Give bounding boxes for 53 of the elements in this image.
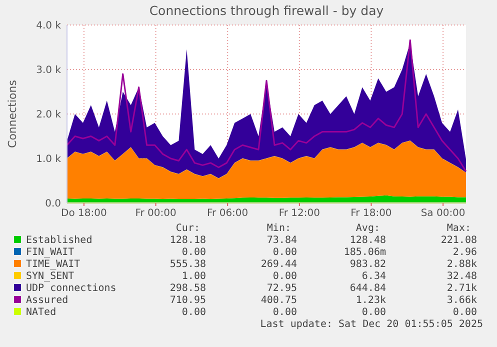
text: 0.00	[272, 271, 297, 282]
text: 1.23k	[356, 295, 386, 306]
text: 983.82	[350, 259, 386, 270]
text: 1.00	[182, 271, 206, 282]
text: Cur:	[176, 223, 200, 234]
y-tick-label: 0.0	[45, 198, 61, 210]
text: 644.84	[350, 283, 386, 294]
text: 185.06m	[344, 247, 386, 258]
text: 0.00	[272, 307, 297, 318]
legend-label: NATed	[26, 307, 56, 318]
x-tick-label: Do 18:00	[61, 208, 107, 219]
text: 0.00	[182, 247, 206, 258]
text: 269.44	[260, 259, 297, 270]
y-tick-label: 2.0 k	[36, 110, 62, 120]
text: 0.00	[362, 307, 386, 318]
text: Min:	[266, 223, 291, 234]
text: Last update: Sat Dec 20 01:55:05 2025	[260, 319, 483, 330]
text: Max:	[446, 223, 471, 234]
x-tick-label: Fr 18:00	[350, 208, 392, 219]
text: 72.95	[266, 283, 297, 294]
text: 298.58	[170, 283, 206, 294]
text: 2.88k	[446, 259, 477, 270]
y-tick-label: 3.0 k	[36, 65, 62, 76]
legend-label: FIN_WAIT	[26, 247, 74, 258]
text: 128.48	[350, 235, 386, 246]
y-tick-label: 1.0 k	[36, 154, 62, 165]
text: 0.00	[452, 307, 477, 318]
legend-label: Established	[26, 235, 92, 246]
text: 2.96	[452, 247, 477, 258]
text: 3.66k	[446, 295, 477, 306]
x-tick-label: Sa 00:00	[420, 208, 466, 219]
text: 400.75	[260, 295, 297, 306]
text: 0.00	[182, 307, 206, 318]
text: 2.71k	[446, 283, 477, 294]
y-tick-label: 4.0 k	[36, 20, 62, 32]
y-axis-title: Connections	[6, 80, 19, 148]
legend-label: TIME_WAIT	[26, 259, 80, 270]
chart-title: Connections through firewall - by day	[149, 3, 384, 18]
legend-label: SYN_SENT	[26, 271, 74, 282]
text: 710.95	[170, 295, 206, 306]
text: 555.38	[170, 259, 206, 270]
x-tick-label: Fr 00:00	[135, 208, 176, 219]
text: 6.34	[362, 271, 386, 282]
text: 128.18	[170, 235, 206, 246]
text: 32.48	[446, 271, 477, 282]
text: 221.08	[440, 235, 477, 246]
x-tick-label: Fr 12:00	[278, 208, 320, 219]
text: Avg:	[356, 223, 380, 234]
text: 73.84	[266, 235, 297, 246]
text: 0.00	[272, 247, 297, 258]
legend-label: UDP connections	[26, 283, 116, 294]
x-tick-label: Fr 06:00	[207, 208, 248, 219]
legend-label: Assured	[26, 295, 68, 306]
